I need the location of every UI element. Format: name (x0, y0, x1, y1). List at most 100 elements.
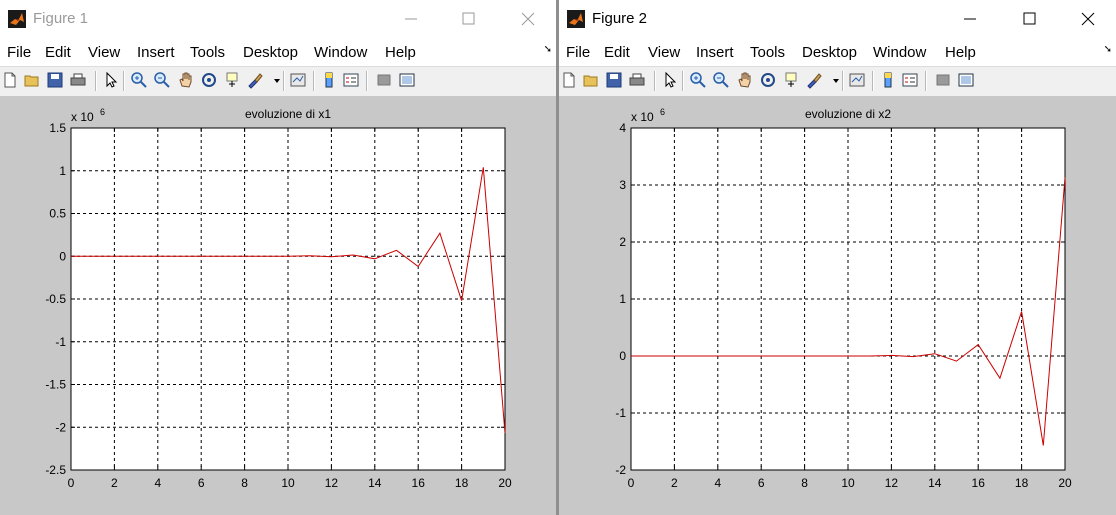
dock-arrow-icon[interactable]: ➘ (1103, 44, 1112, 55)
pan-hand-button[interactable] (736, 71, 754, 89)
menu-bar: File Edit View Insert Tools Desktop Wind… (559, 38, 1116, 66)
menu-help[interactable]: Help (945, 44, 976, 61)
brush-button[interactable] (246, 71, 264, 89)
show-plot-tools-button[interactable] (957, 71, 975, 89)
save-button[interactable] (605, 71, 623, 89)
open-file-button[interactable] (582, 71, 600, 89)
x-tick-label: 6 (758, 476, 765, 490)
save-icon (47, 72, 63, 88)
save-button[interactable] (46, 71, 64, 89)
y-tick-label: 3 (619, 178, 626, 192)
zoom-out-button[interactable] (712, 71, 730, 89)
brush-button[interactable] (805, 71, 823, 89)
menu-edit[interactable]: Edit (45, 44, 71, 61)
data-cursor-button[interactable] (783, 71, 801, 89)
zoom-in-icon (131, 72, 147, 88)
x-tick-label: 6 (198, 476, 205, 490)
axes-x1[interactable]: 0 2 4 6 8 10 12 14 16 18 20 1.5 1 0.5 0 -0.5 -1 -1.5 -2 -2.… (0, 96, 556, 515)
print-button[interactable] (69, 71, 87, 89)
menu-view[interactable]: View (88, 44, 121, 61)
menu-window[interactable]: Window (873, 44, 927, 61)
minimize-icon (405, 18, 417, 20)
minimize-button[interactable] (959, 8, 981, 30)
legend-button[interactable] (901, 71, 919, 89)
dock-arrow-icon[interactable]: ➘ (543, 44, 552, 55)
title-bar: Figure 1 (0, 0, 556, 38)
menu-desktop[interactable]: Desktop (802, 44, 858, 61)
new-figure-button[interactable] (560, 71, 578, 89)
menu-tools[interactable]: Tools (190, 44, 226, 61)
toolbar-separator (283, 71, 285, 91)
menu-edit[interactable]: Edit (604, 44, 630, 61)
plot-title: evoluzione di x2 (805, 107, 891, 121)
close-button[interactable] (517, 8, 539, 30)
link-plot-button[interactable] (289, 71, 307, 89)
zoom-in-button[interactable] (689, 71, 707, 89)
hide-plot-tools-icon (936, 74, 950, 86)
colorbar-icon (325, 72, 333, 88)
hide-plot-tools-button[interactable] (375, 71, 393, 89)
show-plot-tools-icon (958, 73, 974, 87)
colorbar-button[interactable] (879, 71, 897, 89)
brush-dropdown-button[interactable] (268, 71, 280, 89)
hide-plot-tools-button[interactable] (934, 71, 952, 89)
pan-hand-button[interactable] (177, 71, 195, 89)
legend-button[interactable] (342, 71, 360, 89)
pointer-button[interactable] (661, 71, 679, 89)
new-figure-icon (563, 72, 575, 88)
maximize-button[interactable] (457, 8, 479, 30)
brush-dropdown-button[interactable] (827, 71, 839, 89)
close-icon (1081, 12, 1095, 26)
zoom-in-button[interactable] (130, 71, 148, 89)
toolbar-separator (682, 71, 684, 91)
minimize-button[interactable] (400, 8, 422, 30)
y-tick-label: 1 (619, 292, 626, 306)
new-figure-button[interactable] (1, 71, 19, 89)
menu-window[interactable]: Window (314, 44, 368, 61)
x-tick-label: 4 (714, 476, 721, 490)
x-tick-label: 20 (1058, 476, 1072, 490)
colorbar-button[interactable] (320, 71, 338, 89)
zoom-out-button[interactable] (153, 71, 171, 89)
rotate-3d-button[interactable] (759, 71, 777, 89)
x-tick-label: 16 (412, 476, 426, 490)
x-tick-label: 14 (368, 476, 382, 490)
series-line (631, 177, 1066, 446)
new-figure-icon (4, 72, 16, 88)
x-tick-label: 4 (154, 476, 161, 490)
data-cursor-icon (785, 72, 797, 87)
menu-file[interactable]: File (7, 44, 32, 61)
maximize-button[interactable] (1018, 8, 1040, 30)
pointer-button[interactable] (102, 71, 120, 89)
x-tick-label: 16 (972, 476, 986, 490)
y-tick-label: -2.5 (45, 463, 66, 477)
menu-insert[interactable]: Insert (137, 44, 175, 61)
toolbar (559, 66, 1116, 97)
data-cursor-button[interactable] (224, 71, 242, 89)
menu-view[interactable]: View (648, 44, 681, 61)
matlab-icon (567, 10, 585, 28)
print-icon (70, 73, 86, 86)
menu-insert[interactable]: Insert (696, 44, 734, 61)
link-plot-button[interactable] (848, 71, 866, 89)
x-tick-label: 20 (498, 476, 512, 490)
toolbar-separator (925, 71, 927, 91)
rotate-3d-button[interactable] (200, 71, 218, 89)
y-scale-factor: x 10 (71, 110, 94, 124)
print-button[interactable] (628, 71, 646, 89)
x-tick-label: 14 (928, 476, 942, 490)
x-tick-label: 10 (281, 476, 295, 490)
matlab-icon (8, 10, 26, 28)
close-button[interactable] (1077, 8, 1099, 30)
zoom-in-icon (690, 72, 706, 88)
y-tick-label: 1.5 (49, 121, 66, 135)
show-plot-tools-button[interactable] (398, 71, 416, 89)
y-tick-label: 4 (619, 121, 626, 135)
menu-file[interactable]: File (566, 44, 591, 61)
menu-help[interactable]: Help (385, 44, 416, 61)
window-title: Figure 1 (33, 10, 89, 27)
menu-tools[interactable]: Tools (750, 44, 786, 61)
open-file-button[interactable] (23, 71, 41, 89)
menu-desktop[interactable]: Desktop (243, 44, 299, 61)
